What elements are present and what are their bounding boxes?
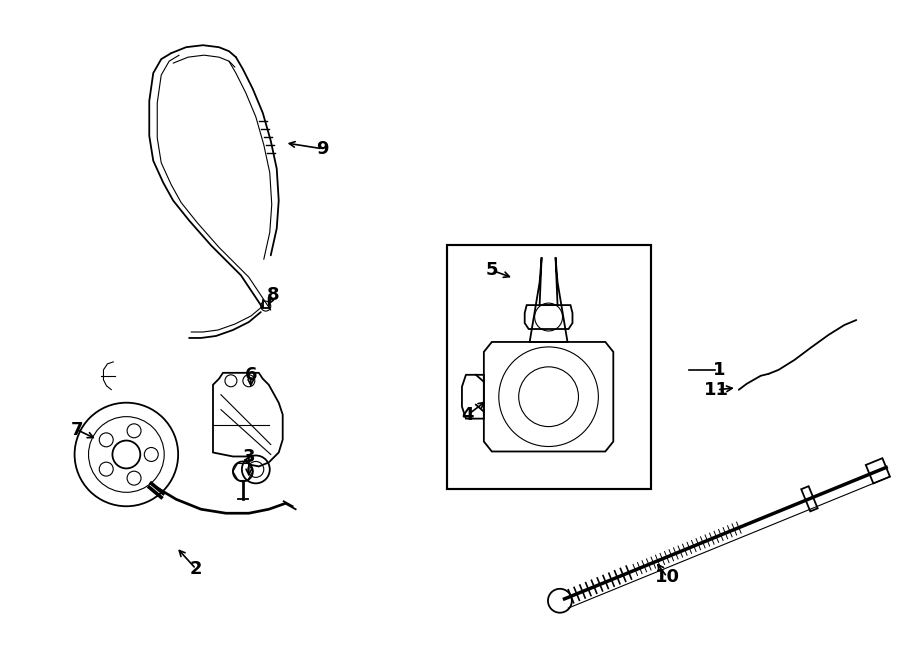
Bar xyxy=(447,245,652,489)
Text: 8: 8 xyxy=(266,286,279,304)
Text: 4: 4 xyxy=(462,406,474,424)
Text: 7: 7 xyxy=(70,420,83,439)
Text: 3: 3 xyxy=(243,448,255,467)
Text: 6: 6 xyxy=(245,366,257,384)
Text: 2: 2 xyxy=(190,560,203,578)
Text: 1: 1 xyxy=(713,361,725,379)
Text: 11: 11 xyxy=(705,381,729,399)
Text: 9: 9 xyxy=(316,139,328,158)
Text: 5: 5 xyxy=(486,261,498,279)
Text: 10: 10 xyxy=(654,568,680,586)
